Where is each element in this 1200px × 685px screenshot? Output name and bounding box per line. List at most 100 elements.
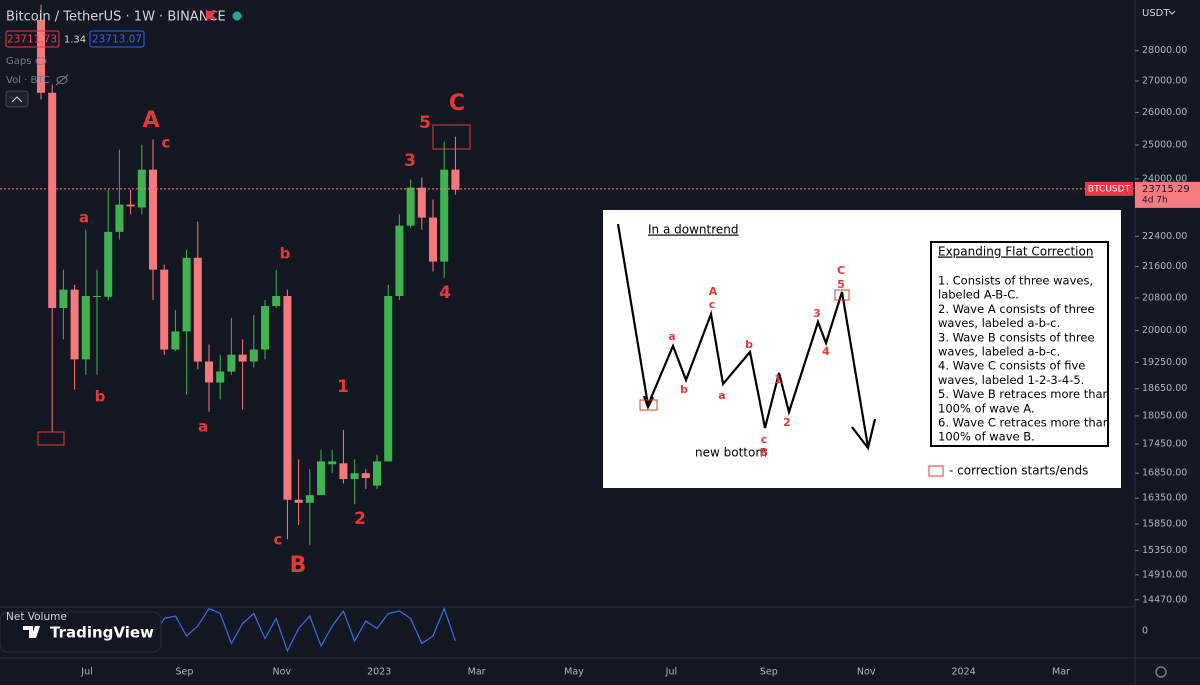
candle-body — [261, 306, 269, 350]
symbol-label: BTCUSDT — [1088, 184, 1131, 194]
candle-body — [283, 295, 292, 500]
buy-box[interactable] — [89, 30, 145, 48]
indicator-label: Gaps — [6, 56, 31, 67]
symbol-title: Bitcoin / TetherUS · 1W · BINANCE — [6, 10, 226, 25]
pane-title: Net Volume — [6, 611, 67, 623]
candle-body — [440, 169, 449, 262]
candle-body — [205, 361, 213, 383]
brand-box — [0, 611, 162, 653]
sell-price: 23711.73 — [7, 34, 57, 46]
y-tick-label: 17450.00 — [1142, 439, 1187, 450]
candle-body — [193, 257, 202, 362]
sell-box[interactable] — [5, 30, 60, 48]
candle-body — [115, 204, 124, 232]
y-tick-label: 24000.00 — [1142, 173, 1187, 184]
rule-line: labeled A-B-C. — [938, 288, 1019, 302]
correction-box — [432, 124, 471, 150]
wave-label: c — [274, 531, 283, 549]
candle-body — [305, 495, 314, 503]
rules-title: Expanding Flat Correction — [938, 245, 1093, 259]
rule-line: waves, labeled 1-2-3-4-5. — [938, 373, 1084, 387]
spread: 1.34 — [64, 35, 86, 46]
y-tick-label: 15350.00 — [1142, 545, 1187, 556]
candle-body — [81, 295, 90, 360]
correction-box — [37, 431, 65, 446]
y-tick-label: 27000.00 — [1142, 75, 1187, 86]
y-tick-label: 26000.00 — [1142, 107, 1187, 118]
inset-wave-label: 4 — [822, 345, 830, 358]
candle-body — [238, 354, 247, 362]
candle-body — [294, 499, 303, 503]
wave-label: C — [449, 91, 465, 116]
rule-line: 100% of wave A. — [938, 401, 1035, 415]
y-tick-label: 18050.00 — [1142, 410, 1187, 421]
inset-wave-label: b — [680, 383, 688, 396]
candle-body — [451, 169, 460, 190]
inset-caption: In a downtrend — [648, 223, 739, 237]
correction-box — [639, 399, 658, 411]
x-tick-label: 2024 — [952, 667, 976, 678]
y-tick-label: 14470.00 — [1142, 594, 1187, 605]
candle-body — [227, 354, 236, 372]
x-tick-label: Nov — [857, 667, 876, 678]
candle-body — [59, 289, 68, 309]
price-tag — [1135, 181, 1200, 208]
inset-wave-label: 5 — [837, 278, 845, 291]
x-tick-label: Sep — [760, 667, 778, 678]
rules-box — [930, 241, 1109, 447]
wave-label: 5 — [419, 113, 431, 133]
wave-label: c — [162, 134, 171, 152]
eye-icon[interactable] — [35, 57, 47, 65]
wave-label: a — [79, 209, 89, 227]
settings-icon[interactable] — [1155, 666, 1167, 678]
x-tick-label: Mar — [468, 667, 486, 678]
inset-wave-label: A — [709, 285, 718, 298]
wave-label: A — [142, 108, 159, 133]
y-tick-label: 19250.00 — [1142, 357, 1187, 368]
bottom-note: new bottom — [695, 446, 767, 460]
x-tick-label: Nov — [273, 667, 292, 678]
candle-body — [126, 204, 135, 207]
buy-price: 23713.07 — [92, 34, 142, 46]
collapse-button[interactable] — [5, 90, 29, 108]
y-tick-label: 25000.00 — [1142, 139, 1187, 150]
candle-body — [350, 473, 359, 480]
net-volume-pane: 0 — [152, 606, 1148, 653]
inset-wave-label: c — [709, 298, 716, 311]
flag-icon[interactable] — [206, 11, 216, 19]
wave-label: 1 — [337, 377, 349, 397]
symbol-tag — [1085, 181, 1133, 196]
rule-line: 1. Consists of three waves, — [938, 274, 1093, 288]
wave-label: B — [290, 553, 307, 578]
indicator-label: Vol · BTC — [6, 75, 50, 86]
inset-wave-label: a — [668, 330, 675, 343]
candle-body — [272, 295, 281, 307]
wave-label: 3 — [404, 151, 416, 171]
candle-body — [249, 349, 258, 362]
y-tick-label: 20000.00 — [1142, 325, 1187, 336]
candle-body — [406, 187, 415, 226]
rule-line: 5. Wave B retraces more than — [938, 387, 1110, 401]
x-tick-label: 2023 — [367, 667, 391, 678]
rule-line: 100% of wave B. — [938, 430, 1035, 444]
x-tick-label: May — [564, 667, 584, 678]
wave-label: 2 — [354, 509, 366, 529]
y-tick-label: 14910.00 — [1142, 569, 1187, 580]
inset-wave-label: b — [745, 338, 753, 351]
y-tick-label: 28000.00 — [1142, 45, 1187, 56]
eye-icon[interactable] — [56, 76, 68, 84]
candle-body — [429, 217, 437, 262]
y-tick-label: 16850.00 — [1142, 468, 1187, 479]
candle-body — [395, 225, 404, 296]
inset-wave-label: 1 — [774, 373, 782, 386]
currency[interactable]: USDT — [1142, 8, 1170, 19]
correction-box — [834, 289, 850, 301]
last-price-label: 23715.29 — [1142, 184, 1190, 195]
y-tick-label: 16350.00 — [1142, 493, 1187, 504]
candle-body — [70, 289, 79, 360]
collapse-icon — [11, 96, 23, 103]
inset-wave-label: 2 — [783, 416, 791, 429]
inset-wave-label: c — [761, 433, 768, 446]
candle-body — [417, 187, 426, 218]
